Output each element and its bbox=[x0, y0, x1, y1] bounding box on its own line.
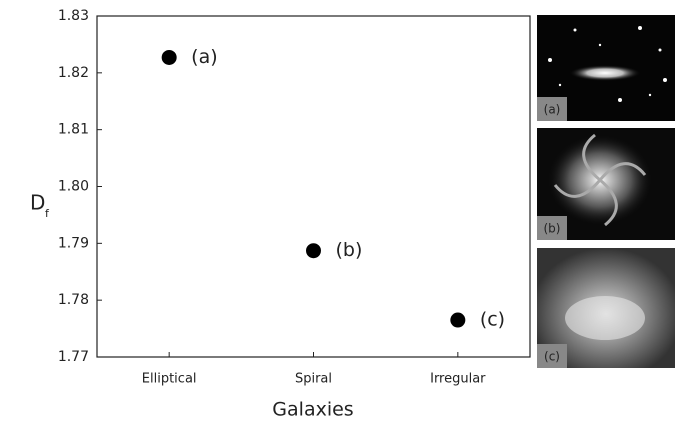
x-tick-label: Elliptical bbox=[142, 372, 197, 387]
y-tick-label: 1.82 bbox=[58, 65, 89, 81]
data-point bbox=[161, 49, 177, 65]
panel-b: (b) bbox=[537, 128, 675, 240]
panel-a: (a) bbox=[537, 15, 675, 121]
stars bbox=[548, 26, 667, 102]
spiral-arms bbox=[553, 133, 647, 227]
y-tick-label: 1.78 bbox=[58, 292, 89, 308]
data-point bbox=[450, 312, 466, 328]
data-point bbox=[306, 243, 321, 259]
x-tick-label: Irregular bbox=[430, 372, 486, 387]
panel-label: (c) bbox=[544, 350, 560, 364]
y-tick-label: 1.81 bbox=[58, 122, 89, 138]
y-tick-label: 1.83 bbox=[58, 8, 89, 24]
panel-c: (c) bbox=[537, 248, 675, 368]
panel-label: (b) bbox=[544, 222, 561, 236]
y-tick-label: 1.80 bbox=[58, 179, 89, 195]
y-axis-label-subscript: f bbox=[45, 207, 50, 220]
x-tick-label: Spiral bbox=[295, 372, 332, 387]
y-tick-label: 1.79 bbox=[58, 235, 89, 251]
panel-label-box bbox=[537, 216, 567, 240]
x-axis-label: Galaxies bbox=[272, 399, 353, 421]
panel-label-box bbox=[537, 344, 567, 368]
y-tick-label: 1.77 bbox=[58, 349, 89, 365]
plot-frame bbox=[96, 15, 531, 358]
point-label: (a) bbox=[191, 46, 217, 68]
point-label: (c) bbox=[480, 309, 505, 331]
panel-label-box bbox=[537, 97, 567, 121]
panel-label: (a) bbox=[544, 103, 561, 117]
y-axis-label: D bbox=[30, 191, 45, 215]
galaxy-shape bbox=[569, 65, 641, 81]
galaxy-shape bbox=[565, 296, 645, 340]
point-label: (b) bbox=[336, 239, 363, 261]
